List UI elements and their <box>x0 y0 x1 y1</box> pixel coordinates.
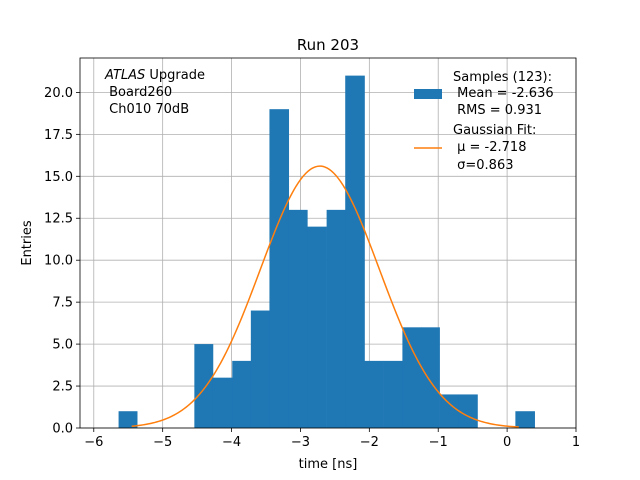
y-tick-label: 17.5 <box>44 128 73 143</box>
x-axis-label: time [ns] <box>299 457 358 472</box>
y-tick-label: 20.0 <box>44 86 73 101</box>
legend-samples-line-3: RMS = 0.931 <box>453 103 542 118</box>
x-tick-label: −2 <box>360 435 379 450</box>
histogram-bar <box>269 109 290 428</box>
atlas-annotation: ATLAS Upgrade Board260 Ch010 70dB <box>104 68 205 117</box>
legend-fit-line-1: Gaussian Fit: <box>453 123 536 138</box>
annotation-line-1: ATLAS Upgrade <box>104 68 205 83</box>
annotation-upgrade: Upgrade <box>145 68 205 83</box>
y-tick-label: 0.0 <box>52 422 73 437</box>
x-tick-label: −5 <box>153 435 172 450</box>
annotation-line-2: Board260 <box>105 85 172 100</box>
y-tick-label: 15.0 <box>44 170 73 185</box>
histogram-bar <box>458 394 478 428</box>
x-tick-label: 0 <box>503 435 511 450</box>
gaussian-fit-curve <box>131 165 519 428</box>
y-axis-ticks: 0.0 2.5 5.0 7.5 10.0 12.5 15.0 17.5 20.0 <box>44 86 80 437</box>
histogram-bar <box>232 360 252 428</box>
legend-fit-line-3: σ=0.863 <box>453 158 513 173</box>
histogram-bar <box>250 310 270 428</box>
y-tick-label: 7.5 <box>52 296 73 311</box>
histogram-bars <box>118 75 535 428</box>
y-axis-label: Entries <box>20 220 35 266</box>
x-tick-label: 1 <box>572 435 580 450</box>
y-tick-label: 5.0 <box>52 338 73 353</box>
annotation-line-3: Ch010 70dB <box>105 102 189 117</box>
y-tick-label: 2.5 <box>52 380 73 395</box>
annotation-atlas: ATLAS <box>104 68 145 83</box>
histogram-bar <box>212 377 233 428</box>
histogram-bar <box>118 411 138 428</box>
plot-frame <box>79 57 577 429</box>
histogram-bar <box>345 75 365 428</box>
y-tick-label: 10.0 <box>44 254 73 269</box>
y-tick-label: 12.5 <box>44 212 73 227</box>
legend-samples-line-2: Mean = -2.636 <box>453 86 554 101</box>
histogram-bar <box>288 209 308 428</box>
histogram-bar <box>515 411 535 428</box>
legend-samples-line-1: Samples (123): <box>453 70 552 85</box>
legend-samples-swatch <box>414 89 442 99</box>
x-tick-label: −4 <box>222 435 241 450</box>
x-axis-ticks: −6 −5 −4 −3 −2 −1 0 1 <box>84 428 580 450</box>
histogram-bar <box>307 226 327 428</box>
x-tick-label: −6 <box>84 435 103 450</box>
legend-fit-line-2: μ = -2.718 <box>453 140 526 155</box>
histogram-bar <box>383 360 403 428</box>
legend: Samples (123): Mean = -2.636 RMS = 0.931… <box>414 70 554 173</box>
histogram-bar <box>364 360 384 428</box>
histogram-bar <box>439 394 460 428</box>
x-tick-label: −3 <box>291 435 310 450</box>
histogram-bar <box>194 344 214 428</box>
histogram-bar <box>326 209 346 428</box>
histogram-bar <box>421 327 440 428</box>
x-tick-label: −1 <box>429 435 448 450</box>
chart-title: Run 203 <box>297 36 359 54</box>
histogram-bar <box>402 327 422 428</box>
